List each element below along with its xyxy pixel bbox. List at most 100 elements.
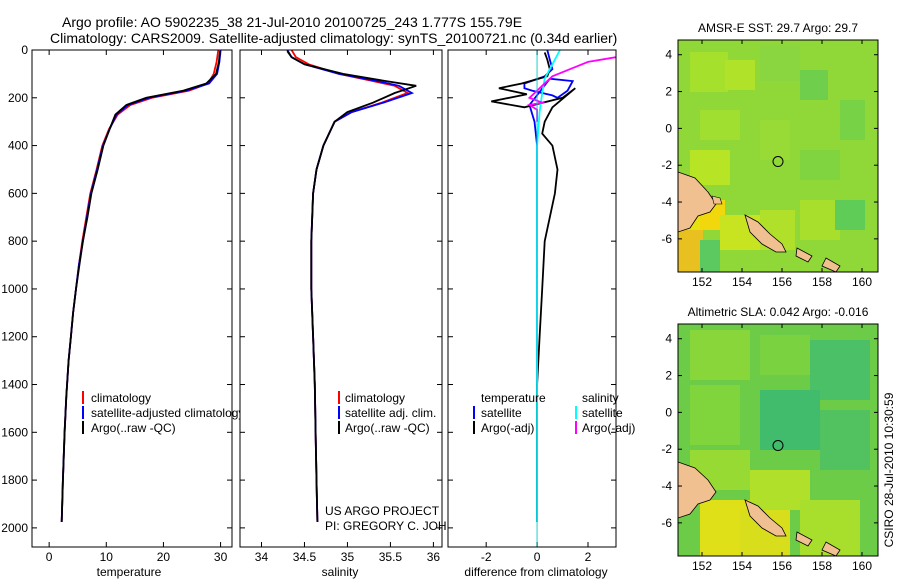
map-y-tick-label: 0 <box>665 121 672 135</box>
map-y-tick-label: 0 <box>665 405 672 419</box>
sla-map-image <box>678 324 878 556</box>
y-tick-label: 1600 <box>1 425 28 439</box>
sst-profile-marker <box>772 156 784 168</box>
pressure-axis: 0 200 400 600 800 1000 1200 1400 1600 1800 2000 <box>1 43 232 535</box>
x-tick-label: 34 <box>255 550 269 564</box>
salinity-series <box>286 50 417 522</box>
legend-label-sal-satellite: satellite <box>582 406 623 420</box>
map-y-tick-label: 4 <box>665 48 672 62</box>
salinity-xlabel: salinity <box>322 565 359 579</box>
x-tick-label: 30 <box>214 550 228 564</box>
x-tick-label: -2 <box>481 550 492 564</box>
y-tick-label: 0 <box>21 43 28 57</box>
sla-map-panel: Altimetric SLA: 0.042 Argo: -0.016 152 15… <box>661 305 879 573</box>
sst-map-image <box>678 40 878 272</box>
difference-frame <box>447 49 617 548</box>
y-tick-label: 1800 <box>1 473 28 487</box>
legend-label-argo: Argo(..raw -QC) <box>345 421 430 435</box>
temperature-plot-area <box>32 50 232 547</box>
map-x-tick-label: 160 <box>852 559 872 573</box>
salinity-frame <box>239 49 443 548</box>
y-tick-label: 1200 <box>1 330 28 344</box>
salinity-plot-area <box>240 50 442 547</box>
y-tick-label: 2000 <box>1 521 28 535</box>
map-y-tick-label: 2 <box>665 85 672 99</box>
x-tick-label: 10 <box>100 550 114 564</box>
map-x-tick-label: 154 <box>732 275 752 289</box>
map-y-tick-label: -6 <box>661 232 672 246</box>
header-line-2: Climatology: CARS2009. Satellite-adjuste… <box>50 30 617 46</box>
legend-label-argo: Argo(..raw -QC) <box>91 421 176 435</box>
sla-map-axes: 152 154 156 158 160 4 2 0 -2 -4 -6 <box>661 324 878 573</box>
map-y-tick-label: 2 <box>665 369 672 383</box>
map-y-tick-label: -4 <box>661 195 672 209</box>
y-tick-label: 1000 <box>1 282 28 296</box>
y-tick-label: 1400 <box>1 378 28 392</box>
sst-map-panel: AMSR-E SST: 29.7 Argo: 29.7 <box>661 21 879 289</box>
map-x-tick-label: 156 <box>772 275 792 289</box>
series-temperature-argo <box>491 52 576 522</box>
legend-label-climatology: climatology <box>345 391 405 405</box>
difference-xlabel: difference from climatology <box>464 565 607 579</box>
salinity-legend: climatology satellite adj. clim. Argo(..… <box>338 391 436 435</box>
sla-map-title: Altimetric SLA: 0.042 Argo: -0.016 <box>688 305 869 319</box>
map-x-tick-label: 160 <box>852 275 872 289</box>
temperature-xlabel: temperature <box>97 565 162 579</box>
sla-profile-marker <box>772 440 784 452</box>
y-tick-label: 600 <box>8 186 28 200</box>
x-tick-label: 35.5 <box>379 550 403 564</box>
header-line-1: Argo profile: AO 5902235_38 21-Jul-2010 … <box>62 14 522 30</box>
map-x-tick-label: 158 <box>812 559 832 573</box>
sla-map-frame <box>677 323 879 557</box>
legend-label-climatology: climatology <box>91 391 151 405</box>
map-y-tick-label: -2 <box>661 158 672 172</box>
x-tick-label: 34.5 <box>293 550 317 564</box>
legend-label-temp-satellite: satellite <box>481 406 522 420</box>
x-tick-label: 0 <box>46 550 53 564</box>
difference-y-ticks <box>448 49 616 529</box>
timestamp-label: CSIRO 28-Jul-2010 10:30:59 <box>882 392 896 547</box>
legend-label-temp-argo: Argo(-adj) <box>481 421 534 435</box>
temperature-x-axis: 0 10 20 30 <box>46 50 228 564</box>
map-x-tick-label: 152 <box>692 559 712 573</box>
difference-plot-area <box>448 50 616 547</box>
x-tick-label: 2 <box>585 550 592 564</box>
series-argo <box>60 51 221 522</box>
y-tick-label: 800 <box>8 234 28 248</box>
x-tick-label: 36 <box>427 550 441 564</box>
temperature-legend: climatology satellite-adjusted climatolo… <box>82 391 244 435</box>
temperature-panel: 0 200 400 600 800 1000 1200 1400 1600 1800 2000 0 1… <box>1 43 244 579</box>
salinity-x-axis: 34 34.5 35 35.5 36 <box>255 50 441 564</box>
salinity-panel: 34 34.5 35 35.5 36 salinity climatology sate… <box>239 49 481 579</box>
series-salinity-argo <box>527 56 616 122</box>
x-tick-label: 35 <box>341 550 355 564</box>
y-tick-label: 400 <box>8 139 28 153</box>
sst-map-frame <box>677 39 879 273</box>
map-y-tick-label: -6 <box>661 516 672 530</box>
series-argo <box>286 50 417 522</box>
map-y-tick-label: -4 <box>661 479 672 493</box>
pi-label: PI: GREGORY C. JOHNSON <box>325 519 481 533</box>
map-x-tick-label: 156 <box>772 559 792 573</box>
temperature-series <box>60 50 222 522</box>
legend-label-satellite: satellite-adjusted climatology <box>91 406 244 420</box>
difference-legend: temperature satellite Argo(-adj) salinit… <box>473 391 635 435</box>
map-x-tick-label: 158 <box>812 275 832 289</box>
temperature-frame <box>31 49 233 548</box>
legend-title-salinity: salinity <box>582 391 619 405</box>
difference-series <box>491 50 616 547</box>
legend-title-temperature: temperature <box>481 391 546 405</box>
project-label: US ARGO PROJECT <box>325 504 440 518</box>
difference-panel: -2 0 2 difference from climatology tempera… <box>447 49 635 579</box>
x-tick-label: 20 <box>157 550 171 564</box>
sst-map-axes: 152 154 156 158 160 4 2 0 -2 -4 -6 <box>661 40 878 289</box>
legend-label-satellite: satellite adj. clim. <box>345 406 436 420</box>
legend-label-sal-argo: Argo(-adj) <box>582 421 635 435</box>
sst-map-title: AMSR-E SST: 29.7 Argo: 29.7 <box>698 21 858 35</box>
map-y-tick-label: 4 <box>665 332 672 346</box>
map-x-tick-label: 152 <box>692 275 712 289</box>
map-y-tick-label: -2 <box>661 442 672 456</box>
y-tick-label: 200 <box>8 91 28 105</box>
x-tick-label: 0 <box>534 550 541 564</box>
